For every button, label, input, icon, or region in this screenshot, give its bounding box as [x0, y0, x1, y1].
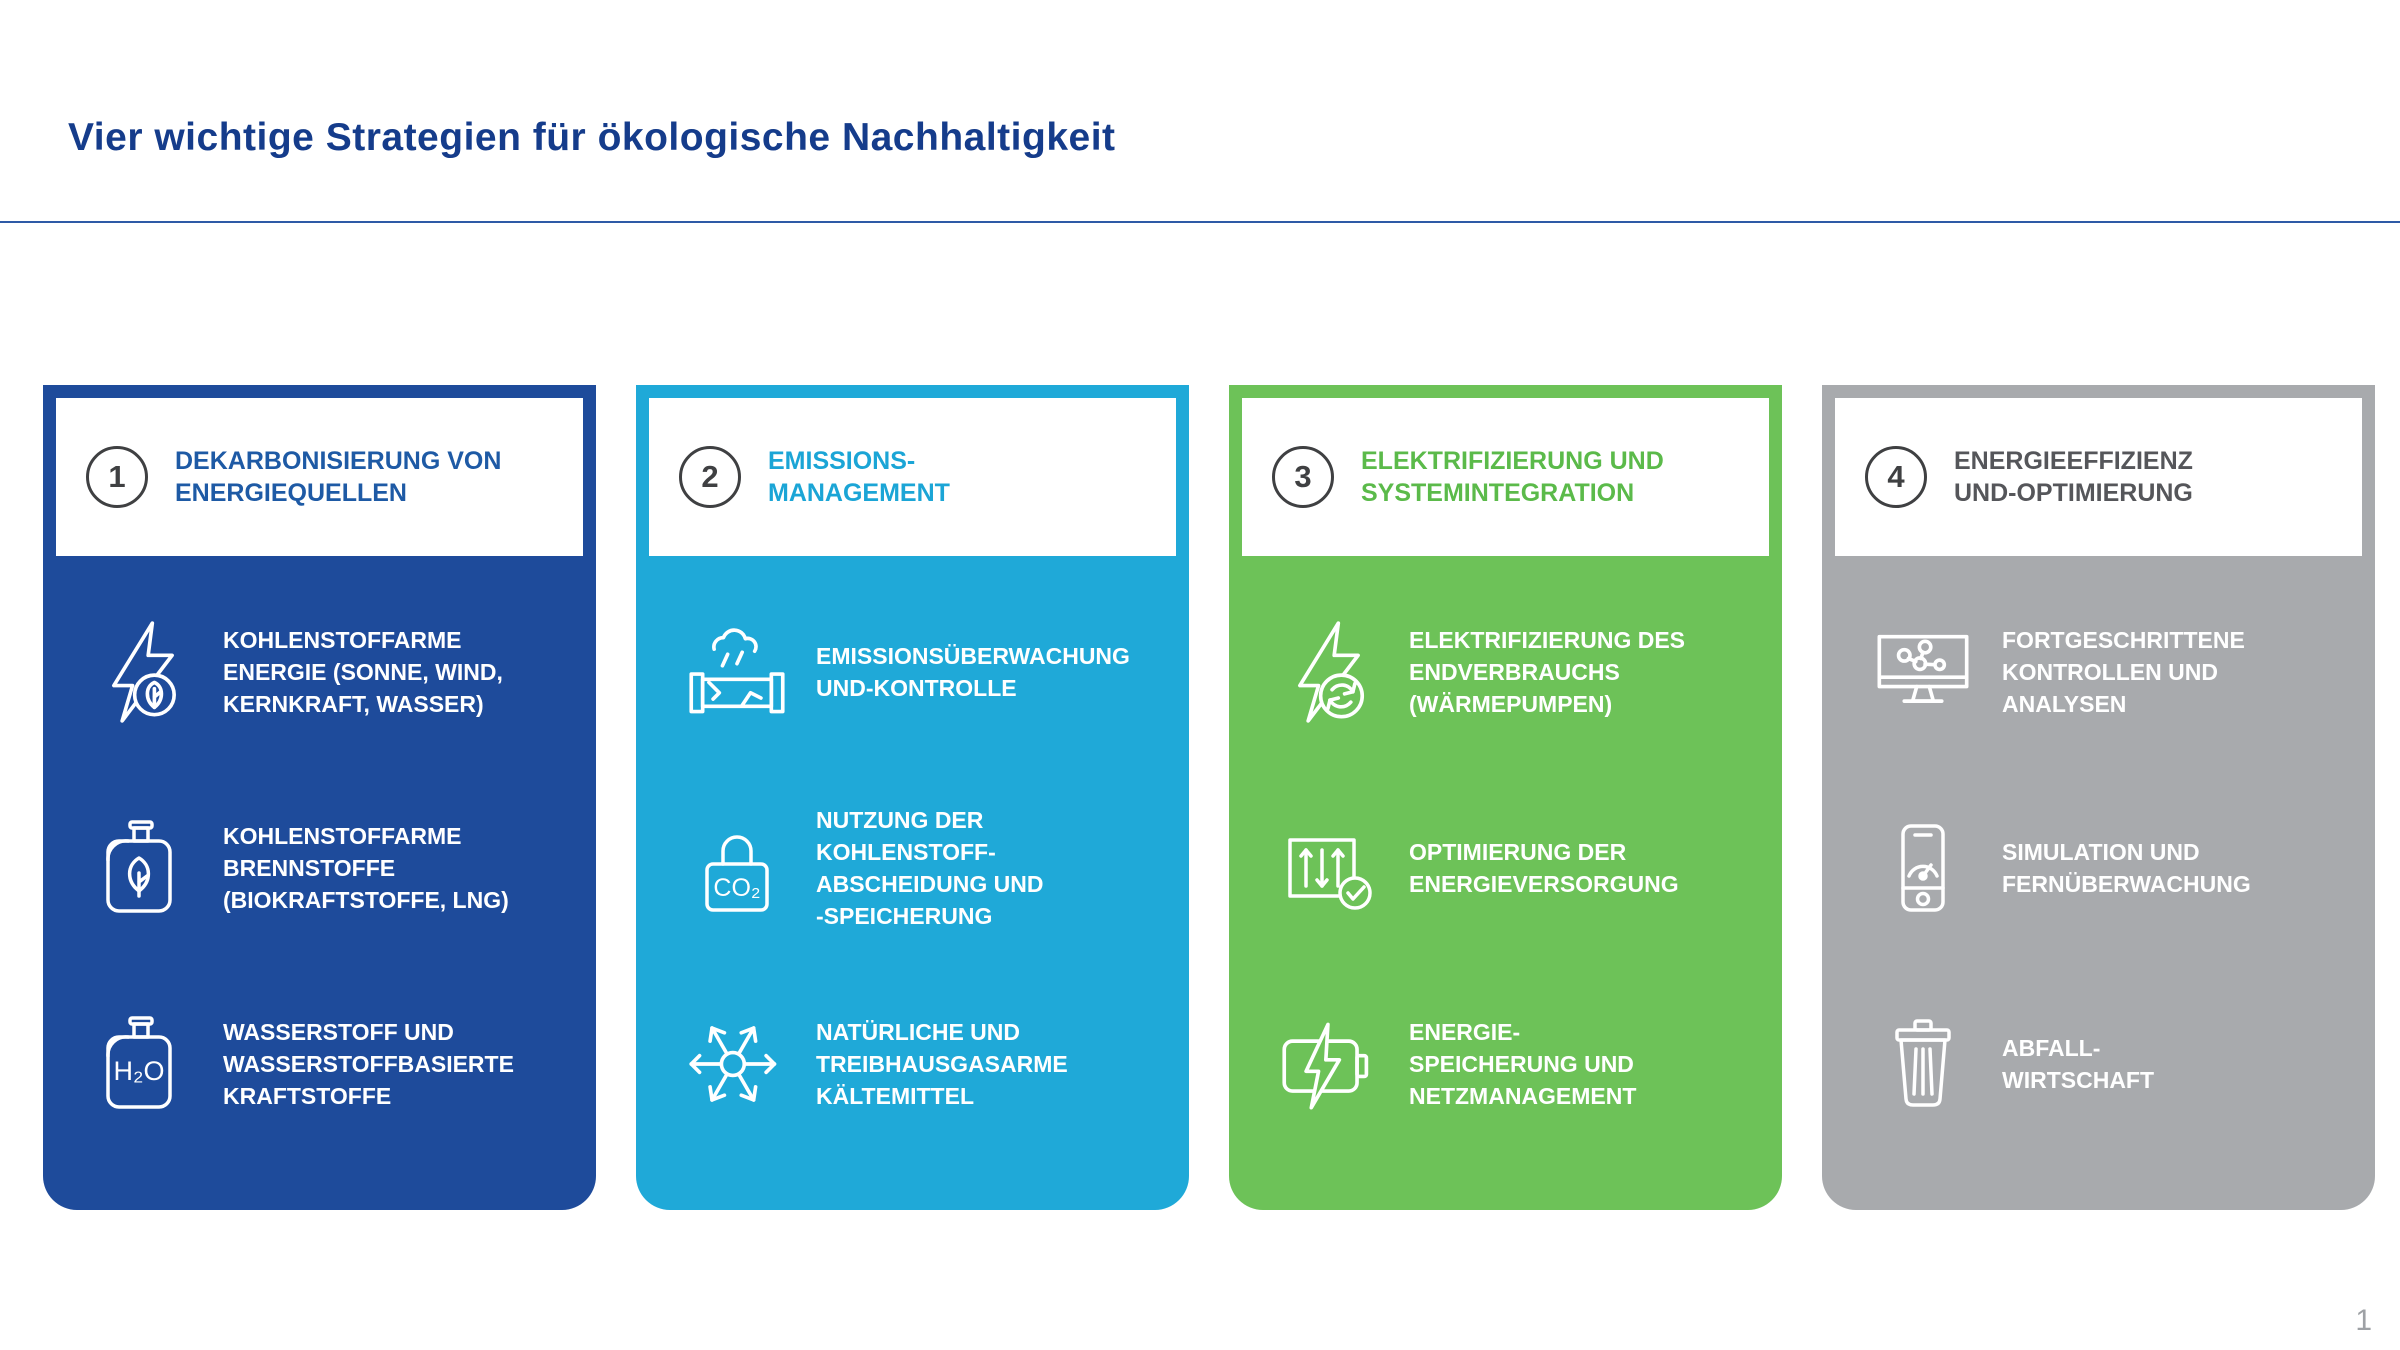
card-electrification: 3 ELEKTRIFIZIERUNG UND SYSTEMINTEGRATION… [1229, 385, 1782, 1210]
item-label: ABFALL- WIRTSCHAFT [2002, 1034, 2155, 1093]
item-label: KOHLENSTOFFARME BRENNSTOFFE (BIOKRAFTSTO… [223, 822, 509, 914]
list-item: EMISSIONSÜBERWACHUNG UND-KONTROLLE [684, 574, 1181, 770]
page-number: 1 [2355, 1304, 2372, 1337]
list-item: OPTIMIERUNG DER ENERGIEVERSORGUNG [1277, 770, 1774, 966]
page-title: Vier wichtige Strategien für ökologische… [68, 116, 1116, 160]
battery-bolt-icon [1277, 1012, 1383, 1116]
card-title: ELEKTRIFIZIERUNG UND SYSTEMINTEGRATION [1361, 446, 1664, 508]
co2-capture-bag-icon: CO₂ [684, 818, 790, 918]
svg-text:H₂O: H₂O [114, 1056, 165, 1086]
list-item: SIMULATION UND FERNÜBERWACHUNG [1870, 770, 2367, 966]
item-label: ENERGIE- SPEICHERUNG UND NETZMANAGEMENT [1409, 1018, 1637, 1110]
step-number-badge: 3 [1272, 446, 1334, 508]
card-header-box: 1 DEKARBONISIERUNG VON ENERGIEQUELLEN [56, 398, 583, 556]
list-item: CO₂ NUTZUNG DER KOHLENSTOFF- ABSCHEIDUNG… [684, 770, 1181, 966]
list-item: ABFALL- WIRTSCHAFT [1870, 966, 2367, 1162]
list-item: ELEKTRIFIZIERUNG DES ENDVERBRAUCHS (WÄRM… [1277, 574, 1774, 770]
list-item: FORTGESCHRITTENE KONTROLLEN UND ANALYSEN [1870, 574, 2367, 770]
step-number-badge: 1 [86, 446, 148, 508]
item-label: SIMULATION UND FERNÜBERWACHUNG [2002, 838, 2251, 897]
title-divider [0, 221, 2400, 223]
strategy-cards: 1 DEKARBONISIERUNG VON ENERGIEQUELLEN KO… [43, 385, 2375, 1210]
svg-text:CO₂: CO₂ [713, 874, 760, 902]
snowflake-icon [684, 1012, 790, 1116]
sliders-check-icon [1277, 818, 1383, 918]
card-items: KOHLENSTOFFARME ENERGIE (SONNE, WIND, KE… [43, 556, 596, 1210]
item-label: NUTZUNG DER KOHLENSTOFF- ABSCHEIDUNG UND… [816, 806, 1044, 930]
step-number-badge: 4 [1865, 446, 1927, 508]
card-items: ELEKTRIFIZIERUNG DES ENDVERBRAUCHS (WÄRM… [1229, 556, 1782, 1210]
list-item: KOHLENSTOFFARME ENERGIE (SONNE, WIND, KE… [91, 574, 588, 770]
card-header-box: 3 ELEKTRIFIZIERUNG UND SYSTEMINTEGRATION [1242, 398, 1769, 556]
hydrogen-canister-icon: H₂O [91, 1014, 197, 1114]
fuel-canister-leaf-icon [91, 818, 197, 918]
card-header-box: 2 EMISSIONS- MANAGEMENT [649, 398, 1176, 556]
item-label: FORTGESCHRITTENE KONTROLLEN UND ANALYSEN [2002, 626, 2245, 718]
card-energy-efficiency: 4 ENERGIEEFFIZIENZ UND-OPTIMIERUNG [1822, 385, 2375, 1210]
item-label: OPTIMIERUNG DER ENERGIEVERSORGUNG [1409, 838, 1679, 897]
item-label: EMISSIONSÜBERWACHUNG UND-KONTROLLE [816, 642, 1130, 701]
item-label: KOHLENSTOFFARME ENERGIE (SONNE, WIND, KE… [223, 626, 503, 718]
card-emissions-management: 2 EMISSIONS- MANAGEMENT EMISSIONSÜBERW [636, 385, 1189, 1210]
bolt-cycle-icon [1277, 620, 1383, 724]
list-item: ENERGIE- SPEICHERUNG UND NETZMANAGEMENT [1277, 966, 1774, 1162]
card-items: FORTGESCHRITTENE KONTROLLEN UND ANALYSEN… [1822, 556, 2375, 1210]
card-title: DEKARBONISIERUNG VON ENERGIEQUELLEN [175, 446, 502, 508]
phone-gauge-icon [1870, 818, 1976, 918]
item-label: WASSERSTOFF UND WASSERSTOFFBASIERTE KRAF… [223, 1018, 514, 1110]
list-item: KOHLENSTOFFARME BRENNSTOFFE (BIOKRAFTSTO… [91, 770, 588, 966]
card-title: ENERGIEEFFIZIENZ UND-OPTIMIERUNG [1954, 446, 2193, 508]
step-number-badge: 2 [679, 446, 741, 508]
item-label: ELEKTRIFIZIERUNG DES ENDVERBRAUCHS (WÄRM… [1409, 626, 1686, 718]
monitor-analytics-icon [1870, 620, 1976, 724]
list-item: NATÜRLICHE UND TREIBHAUSGASARME KÄLTEMIT… [684, 966, 1181, 1162]
bolt-leaf-icon [91, 620, 197, 724]
card-title: EMISSIONS- MANAGEMENT [768, 446, 950, 508]
item-label: NATÜRLICHE UND TREIBHAUSGASARME KÄLTEMIT… [816, 1018, 1068, 1110]
list-item: H₂O WASSERSTOFF UND WASSERSTOFFBASIERTE … [91, 966, 588, 1162]
card-items: EMISSIONSÜBERWACHUNG UND-KONTROLLE CO₂ N… [636, 556, 1189, 1210]
trash-bin-icon [1870, 1014, 1976, 1114]
card-decarbonization: 1 DEKARBONISIERUNG VON ENERGIEQUELLEN KO… [43, 385, 596, 1210]
card-header-box: 4 ENERGIEEFFIZIENZ UND-OPTIMIERUNG [1835, 398, 2362, 556]
leaking-pipe-icon [684, 620, 790, 724]
